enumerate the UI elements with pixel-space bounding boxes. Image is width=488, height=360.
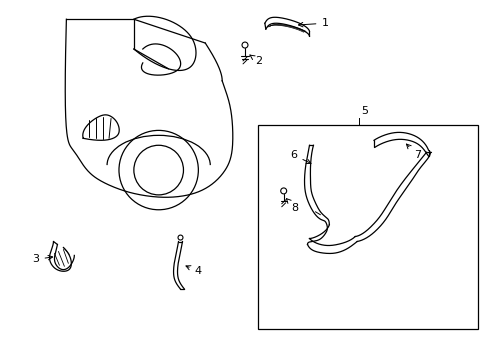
Text: 5: 5 [360,107,367,117]
Text: 8: 8 [286,199,298,213]
Text: 6: 6 [290,150,310,163]
Text: 3: 3 [33,255,53,264]
Text: 7: 7 [406,144,420,160]
Text: 2: 2 [249,55,262,66]
Text: 1: 1 [298,18,328,28]
Bar [257,125,477,329]
Text: 4: 4 [185,266,201,276]
